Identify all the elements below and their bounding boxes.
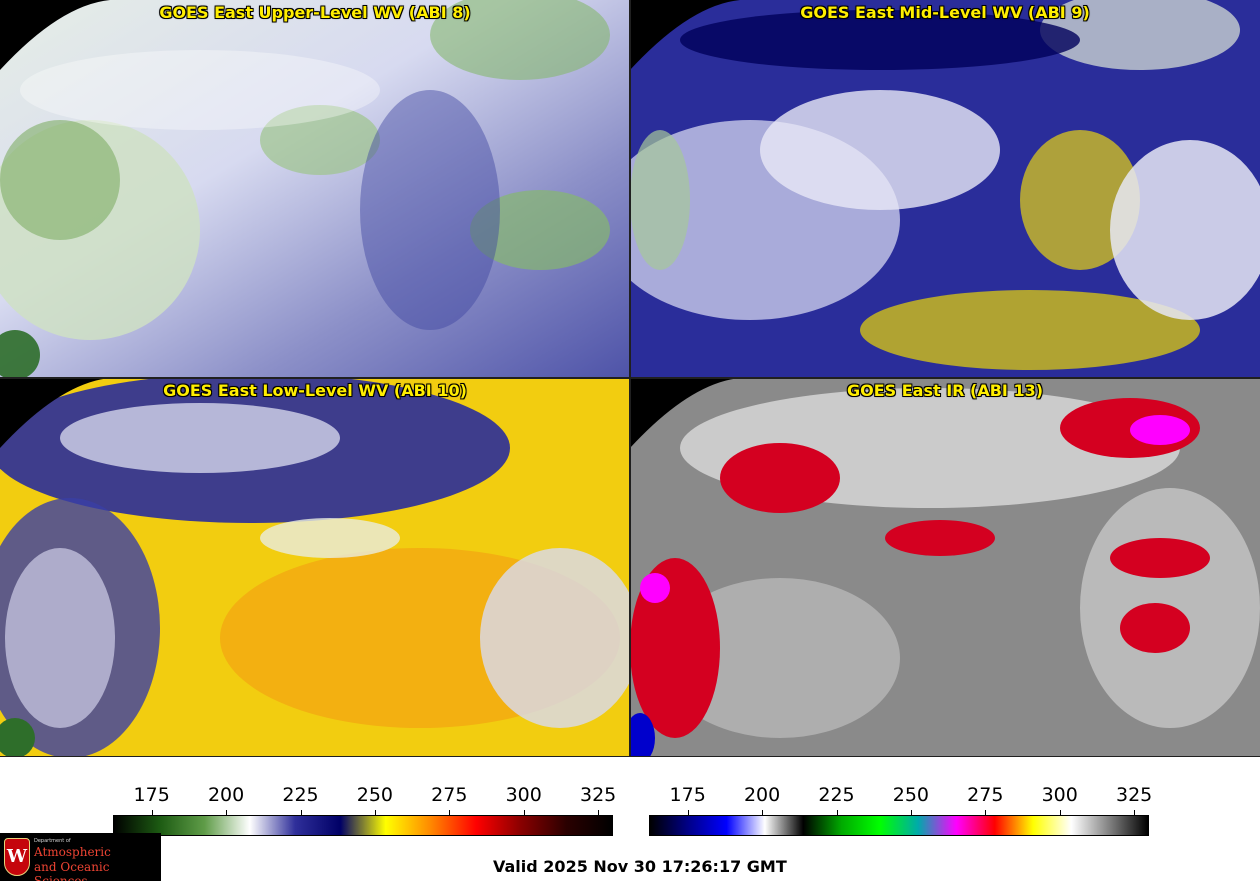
scale-tick-mark xyxy=(523,810,525,815)
panel-title: GOES East Low-Level WV (ABI 10) xyxy=(163,381,467,400)
scale-tick-label: 300 xyxy=(505,784,542,806)
scale-tick-mark xyxy=(300,810,302,815)
upper-level-wv-panel: GOES East Upper-Level WV (ABI 8) xyxy=(0,0,630,378)
panel-title: GOES East Mid-Level WV (ABI 9) xyxy=(800,3,1090,22)
scale-tick-label: 175 xyxy=(669,784,706,806)
wv-color-bar xyxy=(113,815,613,836)
ir-color-bar xyxy=(649,815,1149,836)
ir-scale-ticks: 175 200 225 250 275 300 325 xyxy=(649,780,1153,815)
scale-tick-mark xyxy=(1134,810,1136,815)
scale-tick-label: 325 xyxy=(1115,784,1153,806)
scale-tick-label: 200 xyxy=(207,784,245,806)
ir-image xyxy=(630,378,1260,756)
low-level-wv-image xyxy=(0,378,630,756)
scale-tick-mark xyxy=(836,810,838,815)
ir-panel: GOES East IR (ABI 13) xyxy=(630,378,1260,756)
scale-tick-label: 250 xyxy=(356,784,394,806)
scale-tick-mark xyxy=(985,810,987,815)
scale-tick-mark xyxy=(687,810,689,815)
scale-tick-label: 175 xyxy=(133,784,170,806)
logo-line1: Atmospheric xyxy=(34,845,111,859)
scale-tick-label: 200 xyxy=(743,784,781,806)
valid-time-label: Valid 2025 Nov 30 17:26:17 GMT xyxy=(493,857,787,876)
scale-tick-mark xyxy=(910,810,912,815)
scale-tick-label: 225 xyxy=(818,784,855,806)
wv-scale-ticks: 175 200 225 250 275 300 325 xyxy=(113,780,617,815)
uw-crest-icon: W xyxy=(4,838,30,876)
scale-tick-label: 325 xyxy=(579,784,617,806)
scale-tick-mark xyxy=(449,810,451,815)
aos-logo: W Department of Atmospheric and Oceanic … xyxy=(0,833,161,881)
scale-tick-label: 225 xyxy=(282,784,319,806)
scale-tick-mark xyxy=(374,810,376,815)
mid-level-wv-panel: GOES East Mid-Level WV (ABI 9) xyxy=(630,0,1260,378)
scale-tick-mark xyxy=(226,810,228,815)
logo-dept-text: Department of xyxy=(34,838,71,844)
panel-title: GOES East Upper-Level WV (ABI 8) xyxy=(159,3,471,22)
scale-tick-mark xyxy=(1059,810,1061,815)
low-level-wv-panel: GOES East Low-Level WV (ABI 10) xyxy=(0,378,630,756)
scale-tick-label: 300 xyxy=(1041,784,1078,806)
upper-level-wv-image xyxy=(0,0,630,378)
scale-tick-mark xyxy=(762,810,764,815)
image-bottom-border xyxy=(0,756,1260,757)
panel-title: GOES East IR (ABI 13) xyxy=(846,381,1044,400)
wv-color-scale: 175 200 225 250 275 300 325 xyxy=(113,780,617,836)
logo-line2: and Oceanic Sciences xyxy=(34,860,110,881)
scale-tick-label: 250 xyxy=(892,784,930,806)
scale-tick-mark xyxy=(598,810,600,815)
ir-color-scale: 175 200 225 250 275 300 325 xyxy=(649,780,1153,836)
scale-tick-mark xyxy=(151,810,153,815)
scale-tick-label: 275 xyxy=(431,784,468,806)
scale-tick-label: 275 xyxy=(967,784,1004,806)
panel-divider-vertical xyxy=(629,0,631,757)
mid-level-wv-image xyxy=(630,0,1260,378)
